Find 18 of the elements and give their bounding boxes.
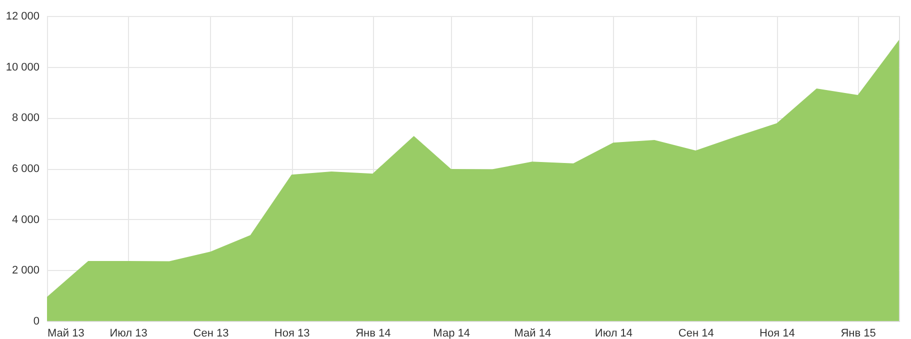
y-tick-label: 4 000 (12, 214, 40, 226)
y-tick-label: 6 000 (12, 163, 40, 175)
y-tick-label: 2 000 (12, 264, 40, 277)
x-tick-label: Май 13 (48, 328, 84, 339)
x-tick-label: Сен 13 (193, 328, 229, 339)
y-tick-label: 10 000 (6, 61, 40, 74)
y-tick-label: 8 000 (12, 112, 40, 124)
y-tick-label: 0 (33, 316, 40, 328)
x-tick-label: Сен 14 (678, 328, 714, 339)
x-tick-label: Янв 14 (356, 328, 391, 339)
y-tick-label: 12 000 (6, 10, 40, 22)
x-tick-label: Мар 14 (433, 328, 470, 339)
x-tick-label: Янв 15 (840, 328, 876, 339)
x-tick-label: Ноя 13 (274, 328, 310, 339)
x-tick-label: Май 14 (514, 328, 552, 339)
x-tick-label: Июл 13 (110, 328, 148, 339)
x-tick-label: Ноя 14 (760, 328, 795, 339)
x-tick-label: Июл 14 (594, 328, 633, 339)
